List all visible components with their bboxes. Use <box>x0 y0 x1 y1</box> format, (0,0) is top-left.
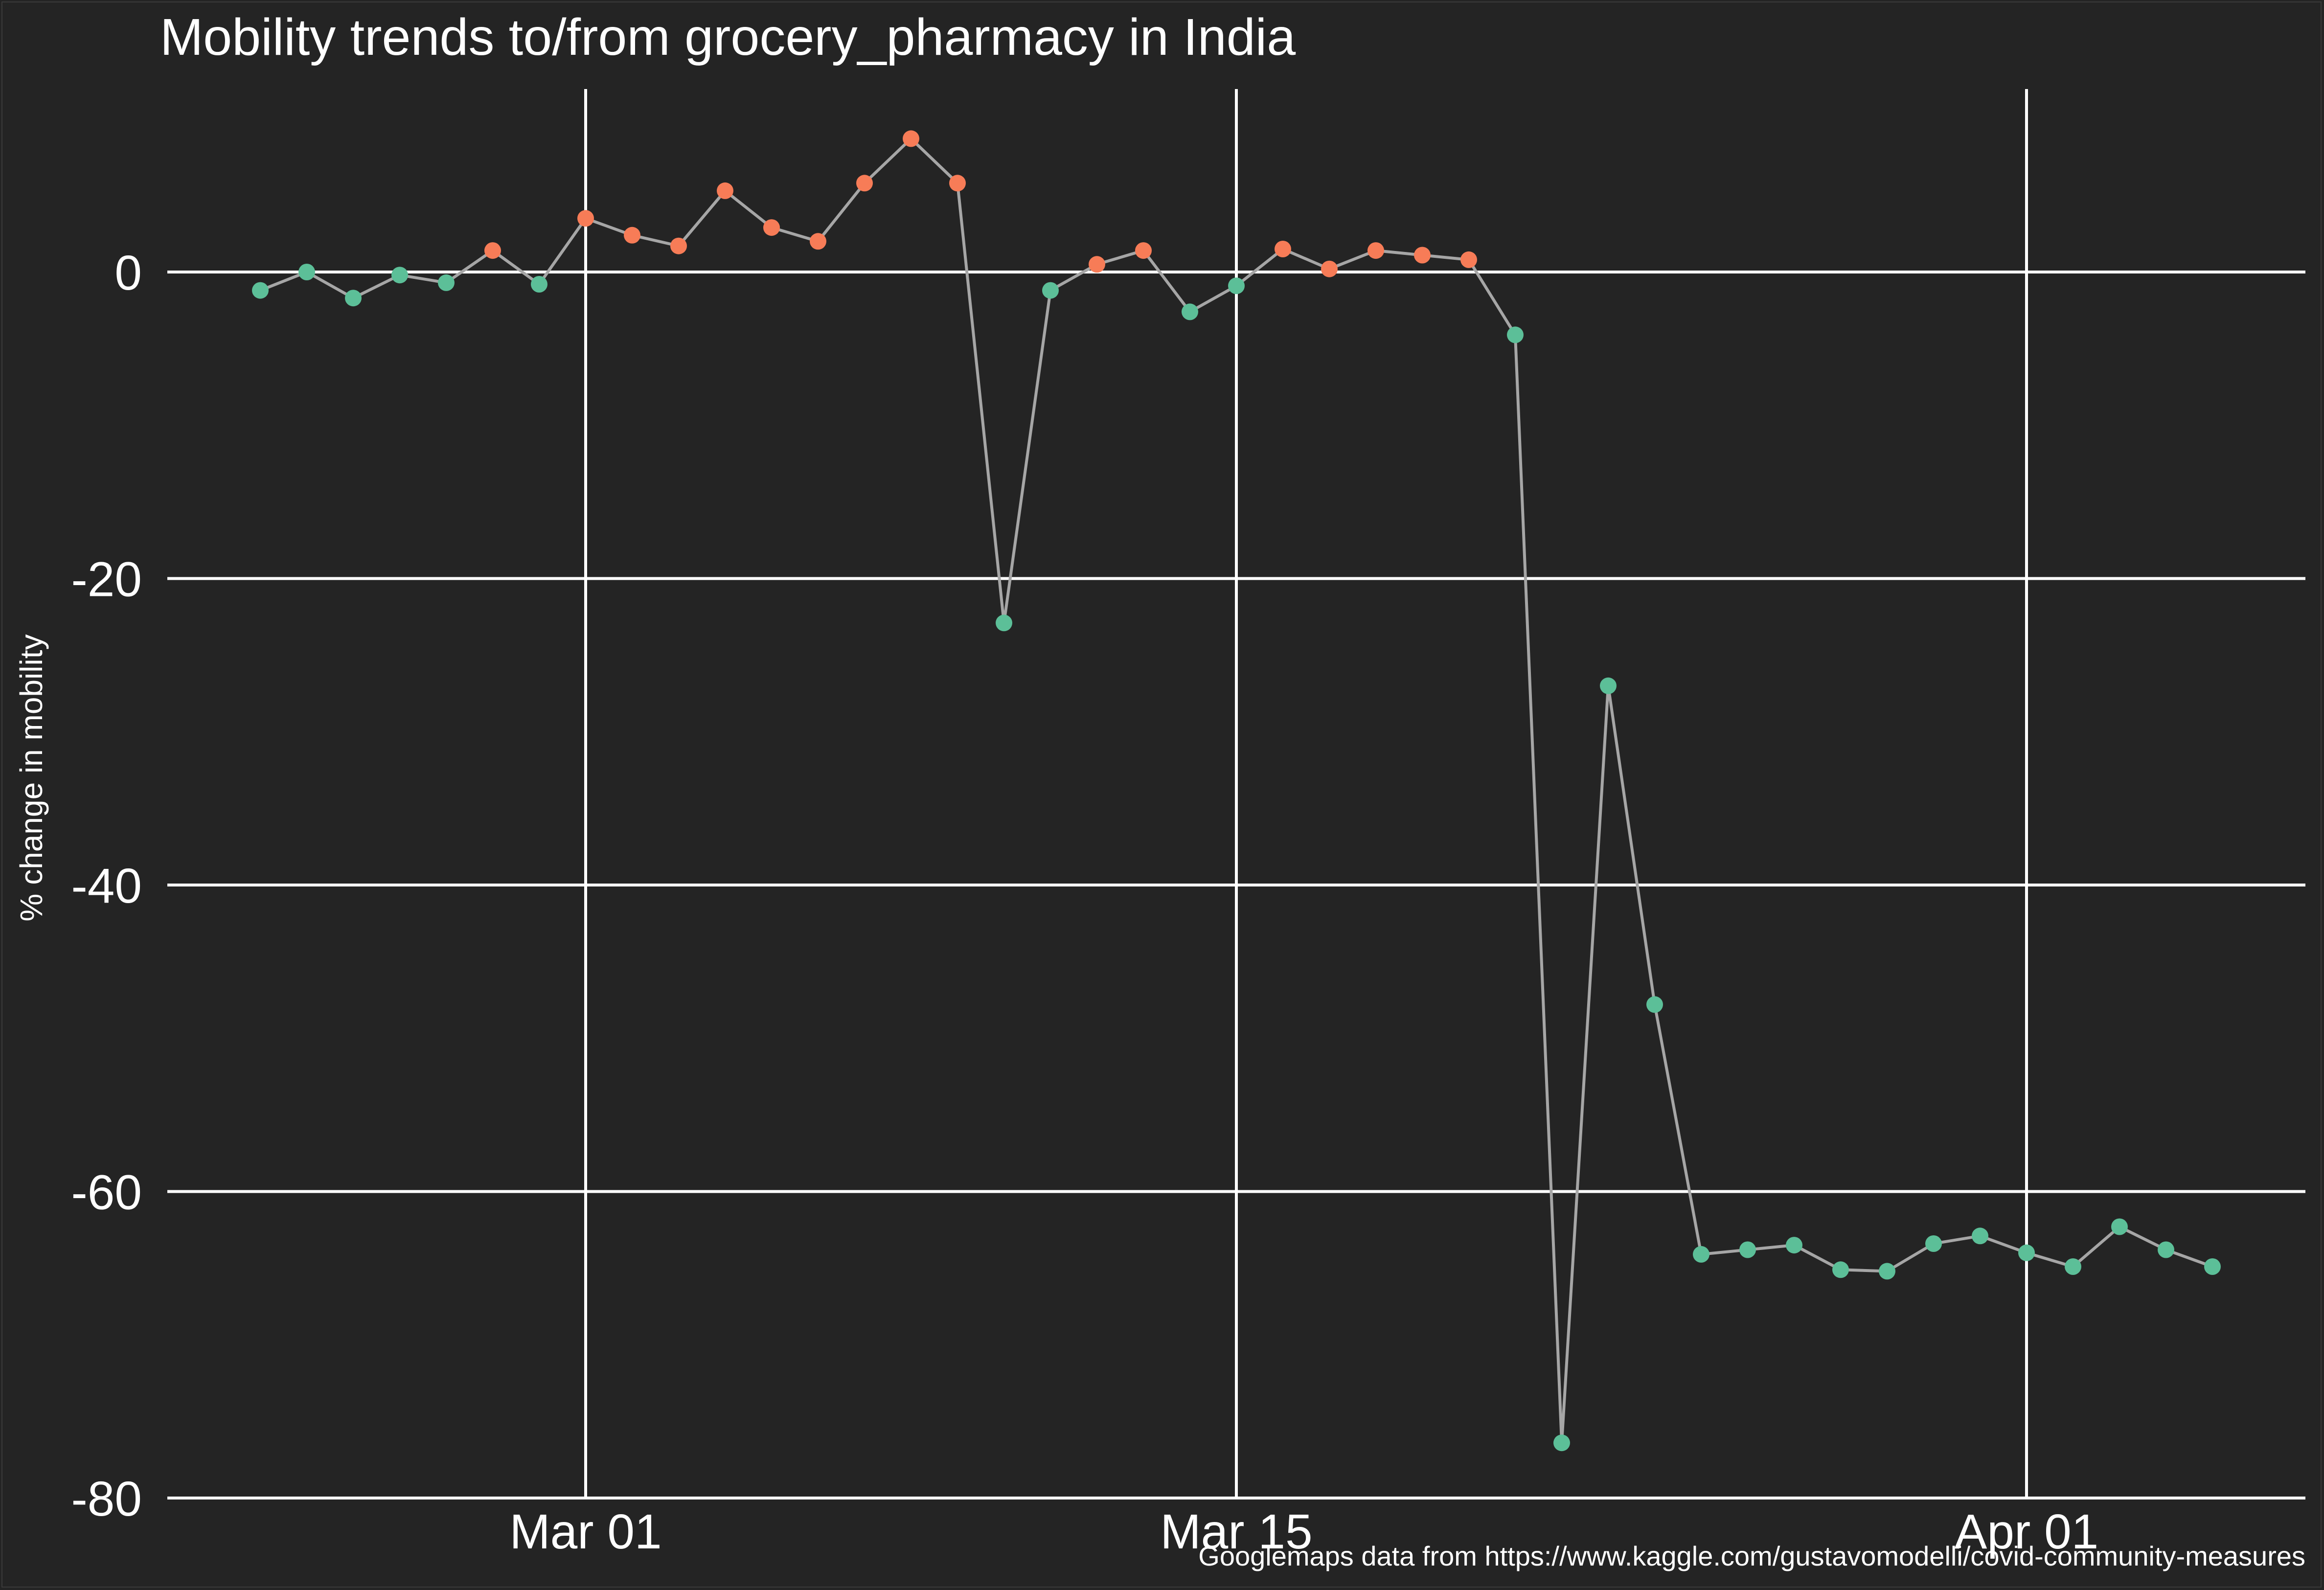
data-point <box>1600 677 1617 694</box>
data-point <box>577 210 594 227</box>
x-tick-label: Mar 15 <box>1160 1504 1312 1559</box>
data-point <box>624 227 640 244</box>
x-tick-label: Apr 01 <box>1955 1504 2099 1559</box>
data-point <box>1135 242 1152 259</box>
data-point <box>1507 326 1524 343</box>
data-point <box>1739 1241 1756 1258</box>
data-point <box>1553 1434 1570 1452</box>
data-point <box>484 242 501 259</box>
data-point <box>1228 277 1245 295</box>
data-point <box>1321 260 1338 277</box>
data-point <box>2111 1218 2128 1235</box>
data-point <box>298 264 315 280</box>
data-point <box>1832 1261 1849 1278</box>
data-point <box>717 182 733 199</box>
data-point <box>1646 996 1663 1013</box>
data-point <box>1786 1237 1802 1254</box>
x-tick-labels: Mar 01 Mar 15 Apr 01 <box>509 1504 2098 1559</box>
data-points <box>252 130 2221 1452</box>
data-point <box>2065 1258 2081 1275</box>
data-point <box>1089 256 1105 273</box>
x-tick-label: Mar 01 <box>509 1504 661 1559</box>
data-point <box>1693 1246 1709 1263</box>
data-point <box>2204 1258 2221 1275</box>
data-point <box>1972 1227 1988 1245</box>
data-point <box>903 130 919 147</box>
source-caption: Googlemaps data from https://www.kaggle.… <box>1198 1541 2305 1571</box>
y-tick-labels: 0 -20 -40 -60 -80 <box>71 246 142 1526</box>
data-point <box>1182 303 1198 320</box>
y-tick-label: -80 <box>71 1472 142 1526</box>
y-tick-label: 0 <box>114 246 142 300</box>
y-tick-label: -20 <box>71 552 142 607</box>
data-point <box>670 237 687 254</box>
data-point <box>391 267 408 284</box>
y-axis-label: % change in mobility <box>14 635 49 922</box>
data-point <box>810 233 826 250</box>
data-point <box>531 276 547 293</box>
y-tick-label: -40 <box>71 859 142 913</box>
data-point <box>1042 282 1059 299</box>
data-point <box>949 175 966 192</box>
data-point <box>1925 1235 1942 1252</box>
data-point <box>2018 1244 2035 1261</box>
y-tick-label: -60 <box>71 1165 142 1220</box>
data-point <box>1414 247 1431 264</box>
data-point <box>996 614 1012 632</box>
data-point <box>763 219 780 236</box>
data-point <box>1367 242 1384 259</box>
data-point <box>1275 241 1291 257</box>
data-point <box>1879 1263 1895 1280</box>
data-point <box>856 175 873 192</box>
chart-title: Mobility trends to/from grocery_pharmacy… <box>160 8 1296 66</box>
x-gridlines <box>584 89 2028 1498</box>
data-point <box>252 282 269 299</box>
data-point <box>1460 251 1477 268</box>
data-point <box>2158 1241 2174 1258</box>
data-point <box>438 274 455 291</box>
data-point <box>345 290 362 307</box>
